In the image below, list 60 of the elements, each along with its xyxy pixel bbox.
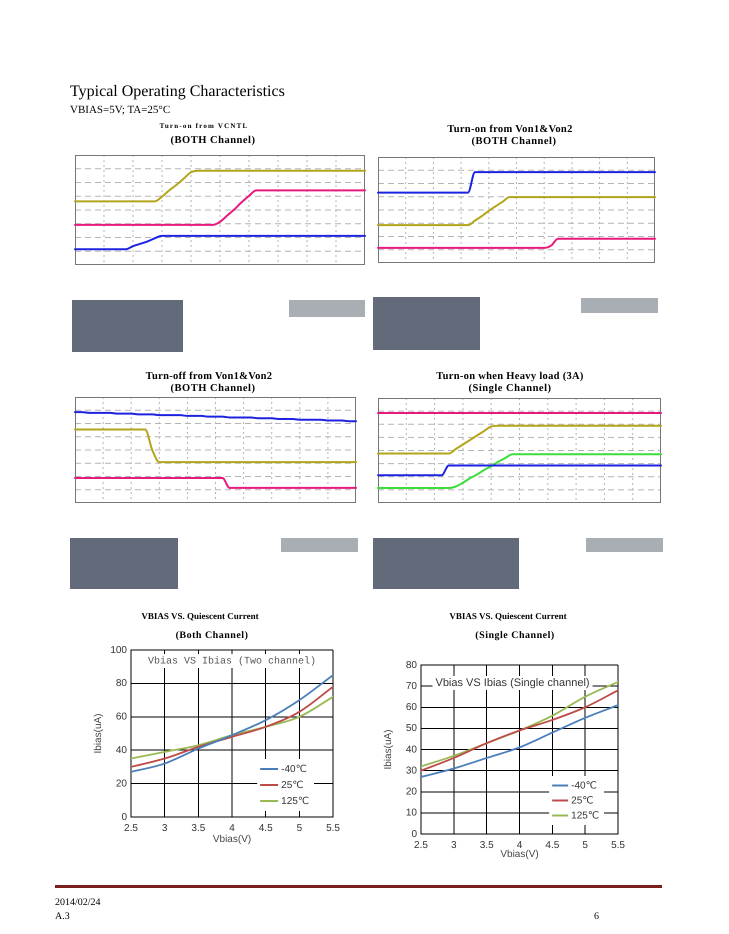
x-tick-label: 4: [229, 822, 236, 834]
text: 2014/02/24: [55, 897, 101, 908]
text: A.3: [55, 911, 70, 922]
y-axis-title: Ibias(uA): [382, 729, 394, 770]
y-tick-label: 0: [411, 828, 418, 840]
y-tick-label: 100: [110, 644, 128, 656]
y-tick-label: 60: [116, 712, 128, 723]
y-tick-label: 10: [406, 808, 418, 819]
y-tick-label: 0: [121, 812, 128, 823]
annotation: Vbias VS Ibias (Two channel): [148, 656, 316, 668]
y-tick-label: 20: [406, 786, 418, 798]
x-axis-title: Vbias(V): [500, 848, 539, 860]
x-tick-label: 2.5: [124, 822, 138, 834]
x-tick-label: 5.5: [611, 840, 626, 851]
y-tick-label: 50: [406, 723, 418, 734]
legend-label: -40℃: [281, 764, 307, 775]
x-tick-label: 3: [451, 840, 458, 851]
x-tick-label: 5: [296, 822, 303, 834]
legend-label: 25℃: [281, 780, 304, 791]
y-tick-label: 80: [406, 660, 418, 671]
y-tick-label: 70: [406, 680, 418, 692]
legend-label: 125℃: [571, 810, 600, 822]
legend-label: 25℃: [571, 795, 594, 806]
y-tick-label: 30: [406, 765, 418, 776]
legend-label: -40℃: [571, 780, 597, 792]
chart-title: Turn-on when Heavy load (3A): [436, 371, 584, 384]
y-tick-label: 20: [116, 778, 128, 790]
chart-subtitle: (Both Channel): [176, 630, 248, 642]
y-tick-label: 60: [406, 702, 418, 713]
line-series: [421, 704, 618, 778]
y-tick-label: 40: [406, 744, 418, 756]
x-tick-label: 2.5: [414, 840, 428, 851]
y-tick-label: 80: [116, 678, 128, 690]
chart-title: Turn-off from Von1&Von2: [146, 371, 272, 384]
x-axis-title: Vbias(V): [212, 834, 252, 845]
chart-subtitle: (Single Channel): [475, 630, 555, 642]
chart-subtitle: (BOTH Channel): [170, 383, 256, 396]
x-tick-label: 5.5: [326, 822, 340, 834]
chart-subtitle: (BOTH Channel): [472, 136, 556, 148]
y-tick-label: 40: [116, 744, 128, 756]
x-tick-label: 3.5: [480, 840, 494, 851]
x-tick-label: 4: [516, 840, 523, 851]
line-series: [131, 674, 334, 773]
annotation: Vbias VS Ibias (Single channel): [435, 677, 590, 690]
text: VBIAS=5V; TA=25°C: [70, 104, 170, 117]
y-axis-title: Ibias(uA): [92, 713, 104, 754]
x-tick-label: 5: [582, 840, 588, 851]
chart-subtitle: (BOTH Channel): [170, 135, 256, 148]
x-tick-label: 3: [162, 822, 168, 834]
text: 6: [594, 911, 599, 922]
chart-title: VBIAS VS. Quiescent Current: [141, 611, 259, 622]
text: Typical Operating Characteristics: [70, 83, 285, 102]
chart-title: VBIAS VS. Quiescent Current: [449, 611, 567, 622]
x-tick-label: 4.5: [258, 822, 274, 834]
chart-title: Turn-on from Von1&Von2: [447, 124, 573, 136]
legend-label: 125℃: [281, 796, 310, 807]
x-tick-label: 4.5: [545, 840, 560, 851]
x-tick-label: 3.5: [191, 822, 206, 834]
line-series: [131, 696, 334, 760]
chart-subtitle: (Single Channel): [468, 383, 552, 396]
